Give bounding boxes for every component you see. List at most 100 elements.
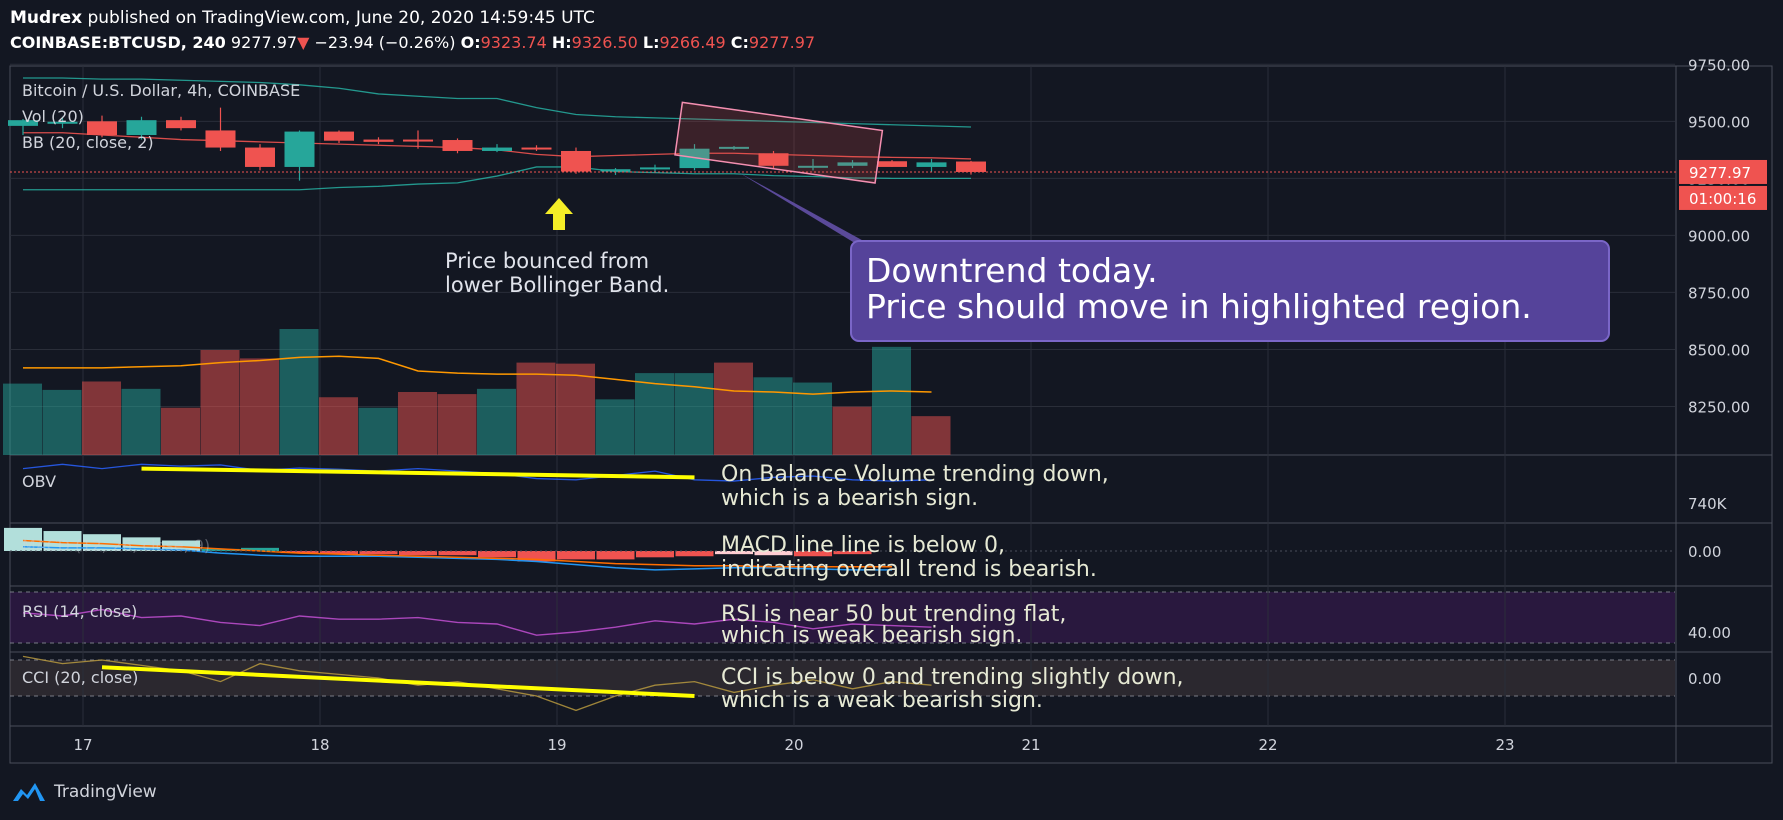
macd-line <box>22 546 892 571</box>
candle-body <box>679 148 710 169</box>
last-price: 9277.97 <box>230 33 298 52</box>
candle-body <box>877 161 907 167</box>
x-tick-18: 18 <box>310 736 329 754</box>
macd-signal-line <box>22 539 892 568</box>
rsi-band <box>10 592 1675 643</box>
cci-axis-label: 0.00 <box>1688 670 1721 688</box>
macd-histogram-bar <box>794 551 832 557</box>
macd-histogram-bar <box>280 551 319 554</box>
volume-bar <box>279 329 319 455</box>
candle-body <box>166 120 196 129</box>
volume-bar <box>3 383 42 455</box>
rsi-label[interactable]: RSI (14, close) <box>22 602 137 621</box>
tradingview-brand[interactable]: TradingView <box>54 782 157 802</box>
highlight-region[interactable] <box>674 101 884 184</box>
macd-histogram-bar <box>241 547 279 551</box>
annotations: Downtrend today. Price should move in hi… <box>445 101 1610 713</box>
candle-body <box>205 130 236 148</box>
tradingview-logo-icon[interactable] <box>12 781 46 803</box>
macd-histogram-bar <box>557 551 595 560</box>
x-tick-21: 21 <box>1021 736 1040 754</box>
candle-body <box>719 146 749 149</box>
last-price-text: 9277.97 <box>1689 164 1751 182</box>
symbol-line: COINBASE:BTCUSD, 240 9277.97▼ −23.94 (−0… <box>10 31 815 55</box>
macd-label[interactable]: MACD (12, 26, close, 9) <box>22 536 210 555</box>
macd-histogram-bar <box>320 551 358 555</box>
volume-bars <box>3 329 951 455</box>
candle-body <box>561 150 591 172</box>
bounce-line-2: lower Bollinger Band. <box>445 273 669 297</box>
obv-note-2: which is a bearish sign. <box>721 486 978 511</box>
price-tick-5: 8500.00 <box>1688 341 1750 359</box>
downtrend-line-1: Downtrend today. <box>866 251 1158 290</box>
chart-canvas[interactable]: 171819202122239750.009500.009250.009000.… <box>0 0 1783 770</box>
volume-bar <box>753 377 793 455</box>
footer: TradingView <box>12 780 157 804</box>
candle-body <box>324 131 354 141</box>
obv-trendline <box>141 466 695 480</box>
macd-histogram-bar <box>438 551 477 556</box>
close-label: C: <box>730 33 749 52</box>
x-tick-20: 20 <box>784 736 803 754</box>
volume-bar <box>872 346 911 455</box>
rsi-note-2: which is weak bearish sign. <box>721 623 1022 648</box>
cci-trendline <box>101 665 695 698</box>
volume-bar <box>161 407 200 455</box>
macd-axis-label: 0.00 <box>1688 543 1721 561</box>
obv-note-1: On Balance Volume trending down, <box>721 462 1109 487</box>
volume-bar <box>832 406 872 455</box>
x-tick-23: 23 <box>1495 736 1514 754</box>
close-value: 9277.97 <box>748 33 816 52</box>
price-tick-6: 8250.00 <box>1688 398 1750 416</box>
cci-note-1: CCI is below 0 and trending slightly dow… <box>721 665 1184 690</box>
bb-upper-line <box>23 77 972 128</box>
low-value: 9266.49 <box>659 33 726 52</box>
candle-body <box>87 121 117 136</box>
candle-body <box>47 121 78 124</box>
high-label: H: <box>551 33 572 52</box>
axes: 171819202122239750.009500.009250.009000.… <box>10 56 1767 754</box>
macd-histogram-bar <box>83 534 121 551</box>
macd-histogram-bar <box>122 537 161 551</box>
macd-histogram-bar <box>478 551 516 558</box>
macd-histogram-bar <box>162 540 200 551</box>
price-change: −23.94 (−0.26%) <box>314 33 456 52</box>
bb-label[interactable]: BB (20, close, 2) <box>22 133 154 152</box>
change-arrow-icon: ▼ <box>297 33 310 52</box>
vol-label[interactable]: Vol (20) <box>22 107 84 126</box>
bounce-arrow[interactable] <box>545 198 573 230</box>
candle-body <box>640 167 670 170</box>
candle-body <box>798 165 828 168</box>
price-tick-3: 9000.00 <box>1688 227 1750 245</box>
macd-histogram-bar <box>517 551 556 562</box>
volume-bar <box>121 388 161 455</box>
volume-bar <box>516 362 556 455</box>
candles <box>8 107 986 181</box>
symbol-label[interactable]: COINBASE:BTCUSD, 240 <box>10 33 226 52</box>
volume-bar <box>911 416 951 455</box>
low-label: L: <box>642 33 660 52</box>
countdown-tag <box>1679 185 1767 210</box>
cci-label[interactable]: CCI (20, close) <box>22 668 138 687</box>
volume-bar <box>82 381 121 455</box>
high-value: 9326.50 <box>571 33 638 52</box>
price-tick-4: 8750.00 <box>1688 284 1750 302</box>
candle-body <box>126 120 157 136</box>
downtrend-callout[interactable] <box>850 240 1610 342</box>
candle-body <box>837 162 868 166</box>
candle-body <box>482 147 512 151</box>
candle-body <box>442 140 473 151</box>
volume-bar <box>319 397 358 455</box>
bb-lower-line <box>23 166 971 191</box>
publisher-name[interactable]: Mudrex <box>10 8 83 28</box>
volume-ma-line <box>23 355 932 395</box>
rsi-note-1: RSI is near 50 but trending flat, <box>721 602 1066 627</box>
x-tick-19: 19 <box>547 736 566 754</box>
candle-body <box>284 131 315 167</box>
obv-axis-label: 740K <box>1688 495 1728 513</box>
macd-histogram-bar <box>399 551 437 556</box>
macd-histogram-bar <box>359 551 398 555</box>
chart-header: Mudrex published on TradingView.com, Jun… <box>10 6 815 55</box>
published-text: published on TradingView.com, June 20, 2… <box>87 8 595 28</box>
obv-label[interactable]: OBV <box>22 472 56 491</box>
